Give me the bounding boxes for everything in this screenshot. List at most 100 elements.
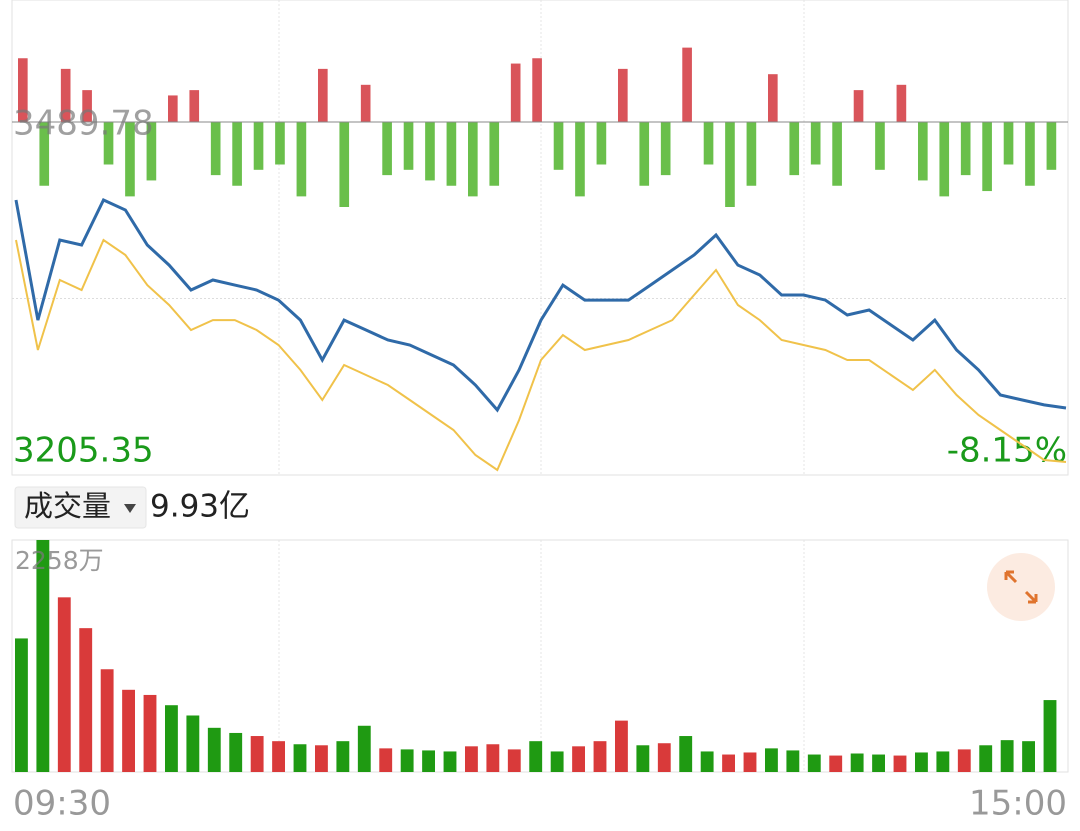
flow-bar [639, 122, 650, 186]
time-grid [278, 0, 805, 772]
flow-bar [339, 122, 350, 207]
flow-bar [768, 74, 778, 122]
flow-bar [682, 47, 692, 122]
volume-bar [293, 744, 307, 772]
flow-bar [918, 122, 928, 181]
volume-bar [250, 736, 264, 772]
flow-bar [1046, 122, 1057, 170]
flow-bar [510, 63, 521, 122]
expand-button-bg[interactable] [987, 553, 1055, 621]
flow-bar [125, 122, 135, 197]
volume-bar [315, 745, 328, 772]
volume-bar [422, 750, 435, 772]
flow-bar [360, 84, 371, 122]
flow-bar [189, 90, 200, 122]
volume-bar [15, 638, 28, 772]
flow-bar [382, 122, 392, 176]
flow-bar [253, 122, 264, 170]
flow-bar [896, 84, 907, 122]
volume-bar [957, 749, 971, 772]
flow-bar [82, 90, 92, 122]
volume-bar [829, 755, 843, 772]
volume-bar [807, 754, 821, 772]
volume-bar [893, 755, 907, 772]
expand-icon[interactable] [1004, 570, 1038, 604]
volume-bar [36, 540, 50, 772]
volume-bar [379, 748, 393, 772]
flow-bar [575, 122, 585, 197]
flow-bar [1025, 122, 1035, 186]
volume-bar [979, 745, 993, 772]
x-tick-label: 15:00 [969, 784, 1067, 824]
price-line [15, 238, 1067, 472]
flow-bar [489, 122, 500, 186]
flow-bar [210, 122, 221, 176]
flow-bar [1003, 122, 1014, 165]
volume-bar [636, 745, 650, 772]
volume-bar [572, 746, 585, 772]
dropdown-arrow[interactable] [124, 504, 136, 513]
volume-bar [765, 748, 778, 772]
flow-bar [746, 122, 757, 186]
flow-bar [725, 122, 735, 207]
flow-bar [703, 122, 714, 165]
flow-bar [146, 122, 157, 181]
volume-bar [679, 736, 693, 772]
flow-bar [275, 122, 285, 165]
volume-bar [357, 725, 371, 772]
volume-bar [1022, 741, 1035, 772]
volume-bar [57, 597, 71, 772]
y-tick-label: 3489.78 [13, 104, 154, 144]
flow-bar [18, 58, 28, 122]
flow-bar [232, 122, 242, 186]
volume-bar [850, 753, 864, 772]
y-tick-label: 3205.35 [13, 431, 154, 471]
volume-bar [1000, 740, 1014, 772]
flow-bar [832, 122, 842, 186]
flow-bar [39, 122, 50, 186]
volume-bar [872, 754, 885, 772]
flow-bar [425, 122, 435, 181]
volume-bar [100, 669, 114, 772]
volume-bar [507, 749, 521, 772]
flow-bar [660, 122, 671, 176]
volume-bar [550, 751, 564, 772]
volume-bar [229, 732, 243, 772]
flow-bar [875, 122, 885, 170]
y2-tick-label: -8.15% [947, 431, 1067, 471]
flow-bar [553, 122, 564, 170]
flow-bar [982, 122, 992, 192]
flow-bar [296, 122, 307, 197]
volume-bar [122, 689, 135, 772]
volume-selector[interactable] [14, 486, 147, 529]
volume-bar [915, 752, 928, 772]
volume-bar [143, 694, 157, 772]
flow-bar [103, 122, 114, 165]
price-frame [11, 0, 1069, 476]
flow-bar [810, 122, 821, 165]
volume-bar [722, 754, 735, 772]
volume-bar [186, 715, 200, 772]
flow-bar [960, 122, 971, 176]
expand-button[interactable] [987, 553, 1055, 621]
flow-bar [596, 122, 607, 165]
volume-bar [615, 720, 628, 772]
flow-bar [532, 58, 542, 122]
volume-bar [79, 628, 93, 772]
volume-bar [443, 751, 457, 772]
volume-bar [593, 741, 607, 772]
volume-bar [486, 744, 500, 772]
price-line [14, 198, 1067, 413]
volume-total: 9.93亿 [150, 489, 250, 525]
volume-selector-label[interactable]: 成交量 [24, 489, 111, 523]
volume-bar [207, 727, 221, 772]
flow-bar [403, 122, 414, 170]
volume-bar [400, 749, 414, 772]
volume-bar [165, 705, 178, 772]
flow-bar [618, 68, 628, 122]
volume-bar [336, 741, 350, 772]
flow-bar [853, 90, 864, 122]
volume-bar [743, 752, 757, 772]
volume-bar [465, 746, 478, 772]
flow-bar [939, 122, 950, 197]
